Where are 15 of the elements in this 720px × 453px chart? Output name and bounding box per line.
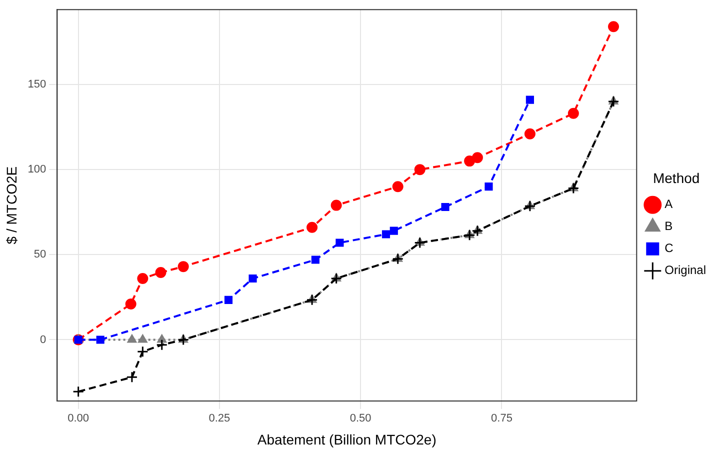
x-tick-label: 0.25 (208, 412, 230, 425)
x-tick-label: 0.00 (68, 412, 90, 425)
legend-label: A (664, 197, 673, 212)
x-tick-label: 0.75 (491, 412, 512, 425)
y-tick-label: 150 (28, 78, 46, 91)
legend-title: Method (652, 170, 700, 186)
y-tick-label: 50 (34, 248, 46, 261)
legend-label: C (664, 241, 674, 256)
x-tick-label: 0.50 (350, 412, 372, 425)
legend-label: B (664, 219, 673, 234)
x-axis-title: Abatement (Billion MTCO2e) (257, 431, 436, 448)
legend-label: Original (664, 263, 706, 278)
y-axis-title: $ / MTCO2E (3, 166, 20, 244)
y-tick-label: 0 (40, 334, 46, 346)
y-tick-label: 100 (28, 164, 46, 176)
